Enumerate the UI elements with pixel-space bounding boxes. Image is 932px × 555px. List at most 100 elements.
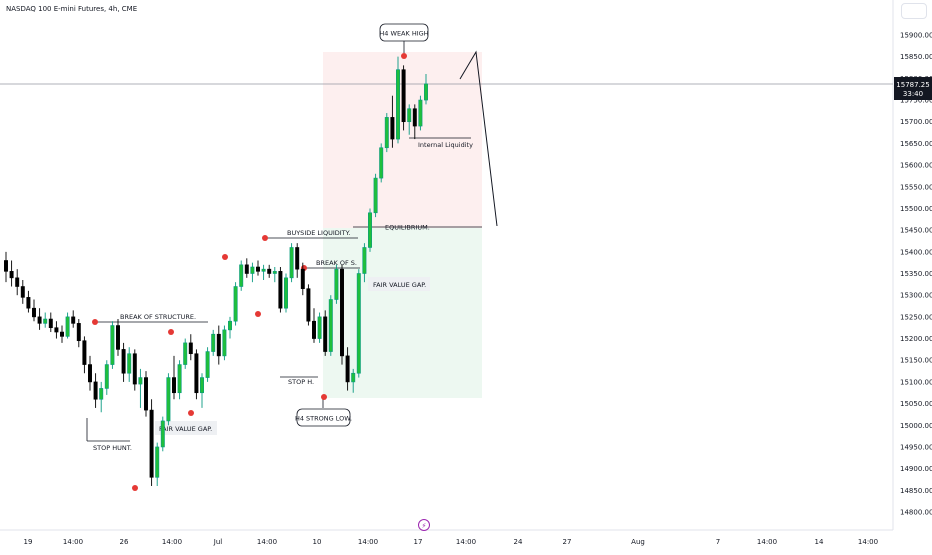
stop-hunt-label: STOP HUNT. [93, 444, 132, 452]
candle-body [239, 264, 244, 287]
candle-body [104, 364, 109, 389]
candle-body [300, 268, 305, 289]
candle [351, 368, 356, 393]
candle-body [177, 364, 182, 394]
candle [121, 342, 126, 382]
candle-body [379, 147, 384, 179]
candle-body [183, 342, 188, 365]
candle-body [401, 69, 406, 123]
fvg-label-bg [155, 421, 217, 435]
candle-body [261, 268, 266, 272]
candle-body [9, 271, 14, 279]
candle [43, 312, 48, 328]
x-tick-label: 24 [514, 538, 523, 546]
candle [104, 360, 109, 395]
chart-settings-button[interactable] [901, 3, 927, 19]
swing-point [188, 410, 194, 416]
candle [267, 264, 272, 278]
x-tick-label: 14:00 [757, 538, 777, 546]
y-tick-label: 14900.00 [900, 465, 932, 473]
candle [362, 243, 367, 283]
candle [317, 312, 322, 343]
time-axis[interactable]: 19 14:00 26 14:00 Jul 14:00 10 14:00 17 14:00 24 27… [24, 538, 879, 546]
internal-liquidity-label: Internal Liquidity [418, 141, 473, 149]
candle [144, 371, 148, 417]
candle-body [312, 320, 316, 339]
candle-body [160, 420, 165, 448]
candle [412, 104, 417, 140]
x-tick-label: 14:00 [63, 538, 83, 546]
weak-high-callout [379, 23, 429, 42]
candle-body [26, 297, 31, 309]
candle [401, 65, 406, 131]
candle-body [323, 316, 328, 352]
weak-high-label: H4 WEAK HIGH [379, 30, 428, 38]
candle-body [121, 349, 126, 374]
candle [256, 260, 260, 276]
swing-point [401, 53, 407, 59]
candle-body [228, 320, 232, 331]
candle [166, 373, 171, 426]
y-tick-label: 15750.00 [900, 97, 932, 105]
candle [418, 95, 423, 131]
y-tick-label: 15850.00 [900, 53, 932, 61]
candle [15, 269, 20, 296]
swing-point [255, 311, 261, 317]
candle [396, 56, 400, 144]
candle-body [362, 247, 367, 274]
candle-body [345, 355, 350, 383]
candle-body [71, 316, 76, 324]
candle-body [200, 377, 204, 394]
candle [334, 264, 339, 304]
event-marker[interactable]: ⚡ [418, 519, 430, 531]
candle [48, 312, 53, 333]
x-tick-label: Aug [631, 538, 645, 546]
break-of-s-label: BREAK OF S. [316, 259, 357, 267]
candle [200, 373, 204, 408]
y-tick-label: 14850.00 [900, 487, 932, 495]
swing-point [222, 254, 228, 260]
candles-layer [4, 56, 428, 486]
candle [65, 312, 70, 339]
candle-body [110, 325, 115, 365]
candle-body [216, 333, 221, 357]
candle [328, 295, 333, 356]
price-axis[interactable]: 15900.0015850.0015800.0015750.0015700.00… [900, 32, 932, 517]
strong-low-label: H4 STRONG LOW. [295, 415, 352, 423]
candle [379, 143, 384, 183]
candle-body [272, 271, 277, 274]
swing-point [132, 485, 138, 491]
candle [228, 316, 232, 339]
swing-point [168, 329, 174, 335]
candle-body [317, 316, 322, 339]
candle [138, 368, 143, 408]
fvg-label-bg [368, 277, 430, 291]
last-price-tag: 15787.25 33:40 [894, 77, 932, 100]
x-tick-label: 27 [563, 538, 572, 546]
candle-body [48, 318, 53, 329]
candle [368, 208, 372, 252]
candle-body [172, 377, 176, 394]
candle-body [76, 323, 81, 342]
candle [93, 373, 98, 408]
y-tick-label: 14800.00 [900, 509, 932, 517]
candle-body [396, 69, 400, 140]
candle-body [88, 364, 92, 383]
candle-body [328, 299, 333, 352]
candle [340, 264, 344, 365]
candle [407, 104, 412, 135]
candle [37, 308, 42, 330]
candle-body [356, 273, 361, 374]
candle [205, 347, 210, 382]
candle [60, 325, 64, 343]
y-tick-label: 15500.00 [900, 205, 932, 213]
x-tick-label: 7 [716, 538, 720, 546]
x-tick-label: 17 [414, 538, 423, 546]
candle [384, 113, 389, 153]
candle-body [99, 388, 104, 400]
candle [155, 442, 160, 486]
fair-value-gap-label: FAIR VALUE GAP. [373, 281, 426, 289]
strong-low-callout [296, 408, 351, 427]
